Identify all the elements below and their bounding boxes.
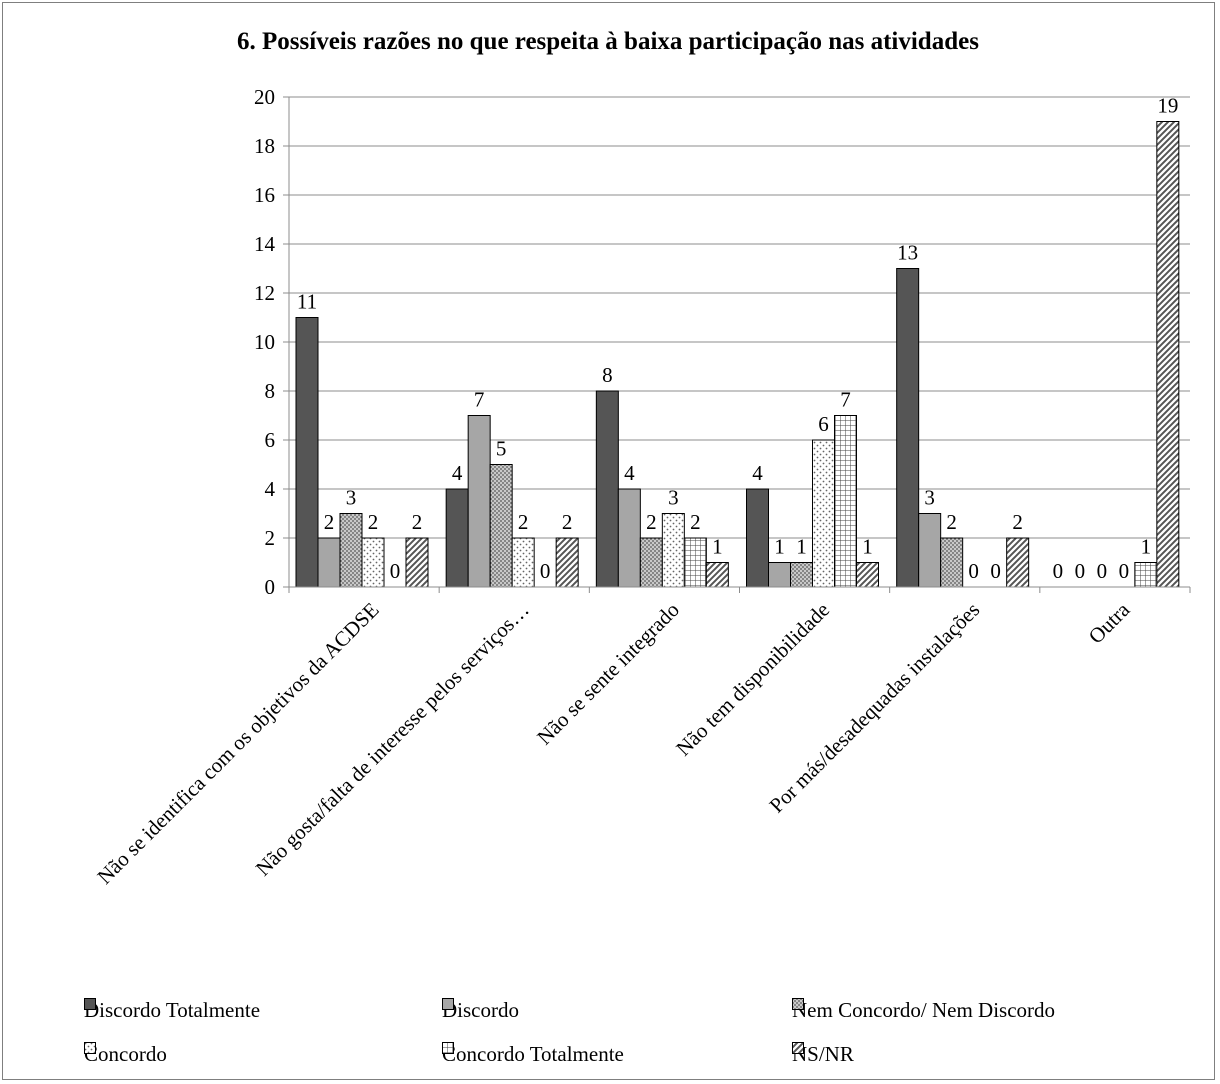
data-label: 8 xyxy=(602,363,613,387)
y-tick-label: 2 xyxy=(265,526,276,550)
y-tick-label: 14 xyxy=(254,232,276,256)
y-tick-label: 8 xyxy=(265,379,276,403)
x-category-label: Não tem disponibilidade xyxy=(671,598,834,761)
bar xyxy=(896,268,920,588)
legend-label: Concordo xyxy=(84,1042,167,1066)
data-label: 4 xyxy=(624,461,635,485)
bar xyxy=(790,562,813,588)
bar xyxy=(705,562,729,588)
data-label: 0 xyxy=(1097,559,1108,583)
bar xyxy=(1156,121,1180,588)
data-label: 6 xyxy=(818,412,829,436)
data-label: 1 xyxy=(774,535,785,559)
data-label: 4 xyxy=(452,461,463,485)
bar xyxy=(661,513,685,588)
data-label: 11 xyxy=(297,290,317,314)
data-label: 0 xyxy=(540,559,551,583)
data-label: 0 xyxy=(1075,559,1086,583)
data-label: 0 xyxy=(390,559,401,583)
bar xyxy=(834,415,857,588)
legend-swatch xyxy=(792,1042,804,1054)
bar xyxy=(339,513,363,588)
x-category-label: Não se sente integrado xyxy=(532,598,684,750)
bar xyxy=(511,537,535,588)
y-tick-label: 20 xyxy=(254,85,275,109)
x-category-label: Não gosta/falta de interesse pelos servi… xyxy=(251,598,534,881)
data-label: 2 xyxy=(946,510,957,534)
bar xyxy=(317,537,341,588)
bar xyxy=(940,537,964,588)
bar xyxy=(361,537,385,588)
data-label: 2 xyxy=(646,510,657,534)
bar xyxy=(445,488,469,588)
y-tick-label: 4 xyxy=(265,477,276,501)
legend-item: Concordo Totalmente xyxy=(442,1042,624,1067)
legend-swatch xyxy=(84,1042,96,1054)
data-label: 0 xyxy=(990,559,1001,583)
data-label: 2 xyxy=(690,510,701,534)
data-label: 2 xyxy=(412,510,423,534)
bar xyxy=(489,464,513,588)
bar xyxy=(918,513,942,588)
data-label: 0 xyxy=(1053,559,1064,583)
legend-swatch xyxy=(442,1042,454,1054)
bar xyxy=(467,415,491,588)
y-tick-label: 0 xyxy=(265,575,276,599)
x-category-label: Não se identifica com os objetivos da AC… xyxy=(92,598,383,889)
bar xyxy=(746,488,769,588)
data-label: 13 xyxy=(897,241,918,265)
legend-item: Discordo xyxy=(442,998,519,1023)
bar xyxy=(812,439,835,588)
y-tick-label: 6 xyxy=(265,428,276,452)
x-category-label: Outra xyxy=(1084,597,1135,648)
data-label: 1 xyxy=(796,535,807,559)
data-label: 4 xyxy=(752,461,763,485)
legend-item: Discordo Totalmente xyxy=(84,998,260,1023)
bar xyxy=(856,562,879,588)
legend-label: Discordo xyxy=(442,998,519,1022)
data-label: 7 xyxy=(474,388,485,412)
legend-swatch xyxy=(792,998,804,1010)
legend-item: NS/NR xyxy=(792,1042,854,1067)
data-label: 3 xyxy=(924,486,935,510)
data-label: 2 xyxy=(562,510,573,534)
legend-swatch xyxy=(442,998,454,1010)
data-label: 1 xyxy=(1141,535,1152,559)
bar xyxy=(1006,537,1030,588)
data-label: 0 xyxy=(1119,559,1130,583)
data-label: 2 xyxy=(324,510,335,534)
legend-item: Nem Concordo/ Nem Discordo xyxy=(792,998,1055,1023)
data-label: 2 xyxy=(1012,510,1023,534)
data-label: 5 xyxy=(496,437,507,461)
y-tick-label: 10 xyxy=(254,330,275,354)
bar xyxy=(1134,562,1158,588)
data-label: 3 xyxy=(668,486,679,510)
bar xyxy=(617,488,641,588)
data-label: 2 xyxy=(368,510,379,534)
data-label: 1 xyxy=(712,535,723,559)
data-label: 7 xyxy=(840,388,851,412)
bar xyxy=(639,537,663,588)
legend-label: Discordo Totalmente xyxy=(84,998,261,1022)
data-label: 0 xyxy=(968,559,979,583)
legend-label: Concordo Totalmente xyxy=(442,1042,624,1066)
legend-item: Concordo xyxy=(84,1042,167,1067)
y-tick-label: 12 xyxy=(254,281,275,305)
chart-title: 6. Possíveis razões no que respeita à ba… xyxy=(237,28,979,55)
y-tick-label: 18 xyxy=(254,134,275,158)
bar xyxy=(555,537,579,588)
bar xyxy=(295,317,319,588)
bar xyxy=(405,537,429,588)
legend-swatch xyxy=(84,998,96,1010)
legend-label: Nem Concordo/ Nem Discordo xyxy=(792,998,1056,1022)
data-label: 2 xyxy=(518,510,529,534)
bar xyxy=(768,562,791,588)
y-tick-label: 16 xyxy=(254,183,275,207)
data-label: 1 xyxy=(862,535,873,559)
data-label: 19 xyxy=(1157,94,1178,118)
bar xyxy=(683,537,707,588)
bar xyxy=(595,390,619,588)
data-label: 3 xyxy=(346,486,357,510)
